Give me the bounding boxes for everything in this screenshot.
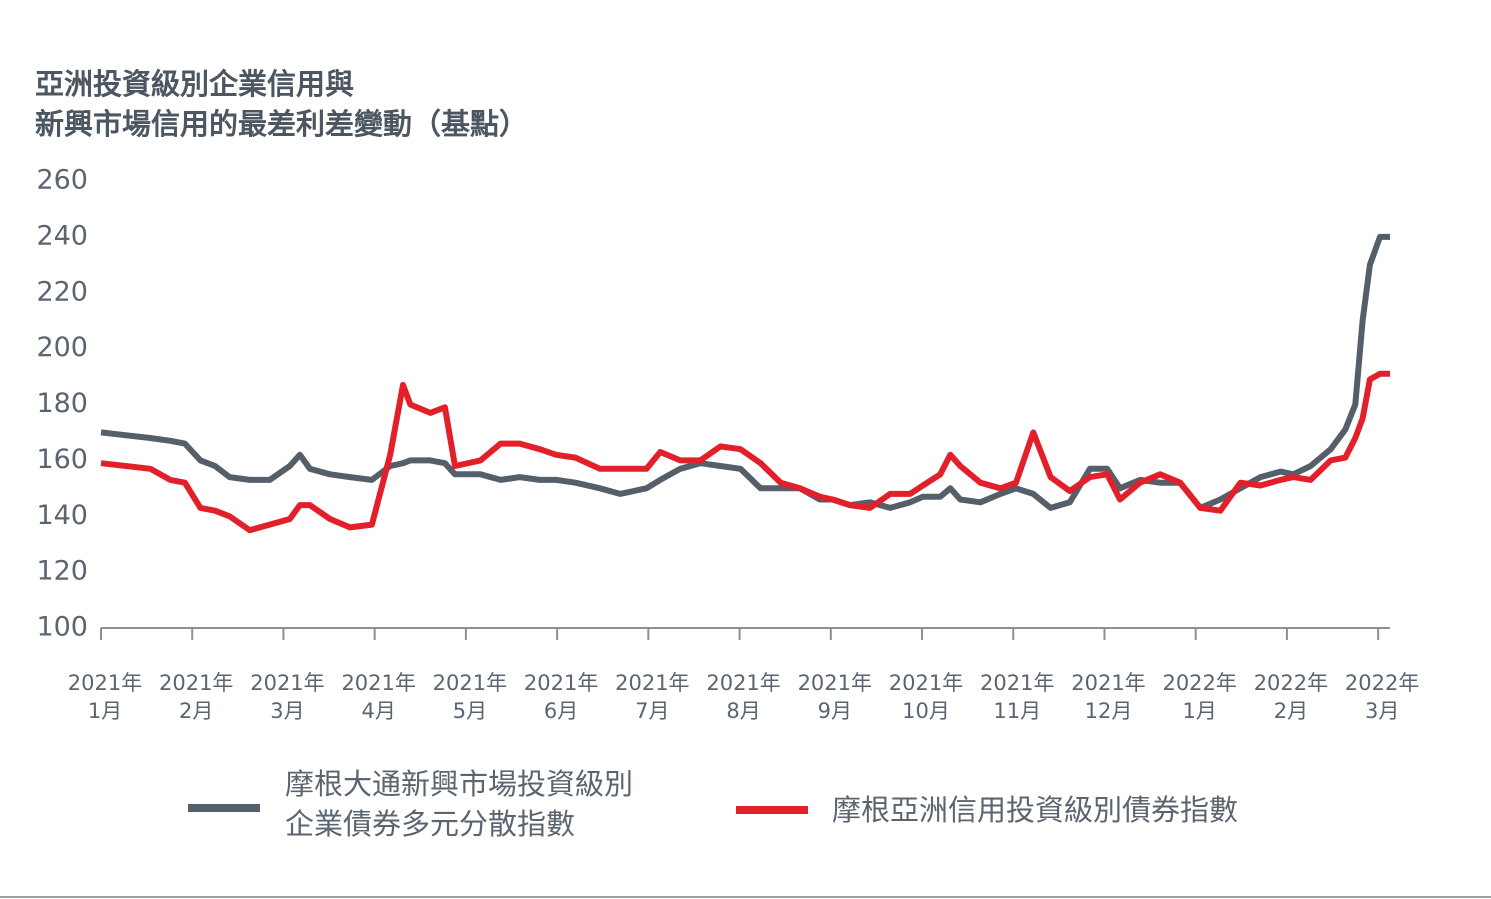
chart-title: 亞洲投資級別企業信用與新興市場信用的最差利差變動（基點） <box>35 67 528 141</box>
x-tick-label: 2022年 2月 <box>1254 671 1328 723</box>
legend-label: 摩根大通新興市場投資級別企業債券多元分散指數 <box>285 767 633 841</box>
x-tick-label: 2022年 3月 <box>1345 671 1419 723</box>
x-tick-label: 2021年 12月 <box>1071 671 1145 723</box>
x-tick-label: 2021年 6月 <box>524 671 598 723</box>
x-tick-label: 2022年 1月 <box>1162 671 1236 723</box>
x-tick-label: 2021年 3月 <box>250 671 324 723</box>
y-tick-label: 240 <box>36 220 88 251</box>
x-tick-label: 2021年 5月 <box>433 671 507 723</box>
series-line <box>100 233 1390 511</box>
y-tick-label: 260 <box>36 165 88 196</box>
x-tick-label: 2021年 8月 <box>706 671 780 723</box>
series-line <box>100 370 1390 534</box>
y-tick-label: 160 <box>36 444 88 475</box>
y-tick-label: 140 <box>36 500 88 531</box>
y-tick-label: 120 <box>36 556 88 587</box>
x-tick-label: 2021年 1月 <box>68 671 142 723</box>
y-tick-label: 220 <box>36 276 88 307</box>
y-tick-label: 100 <box>36 612 88 643</box>
x-tick-label: 2021年 9月 <box>798 671 872 723</box>
y-tick-label: 200 <box>36 332 88 363</box>
x-tick-label: 2021年 10月 <box>889 671 963 723</box>
x-tick-label: 2021年 4月 <box>341 671 415 723</box>
legend-label: 摩根亞洲信用投資級別債券指數 <box>832 793 1238 827</box>
x-tick-label: 2021年 2月 <box>159 671 233 723</box>
x-tick-label: 2021年 11月 <box>980 671 1054 723</box>
x-tick-label: 2021年 7月 <box>615 671 689 723</box>
y-tick-label: 180 <box>36 388 88 419</box>
